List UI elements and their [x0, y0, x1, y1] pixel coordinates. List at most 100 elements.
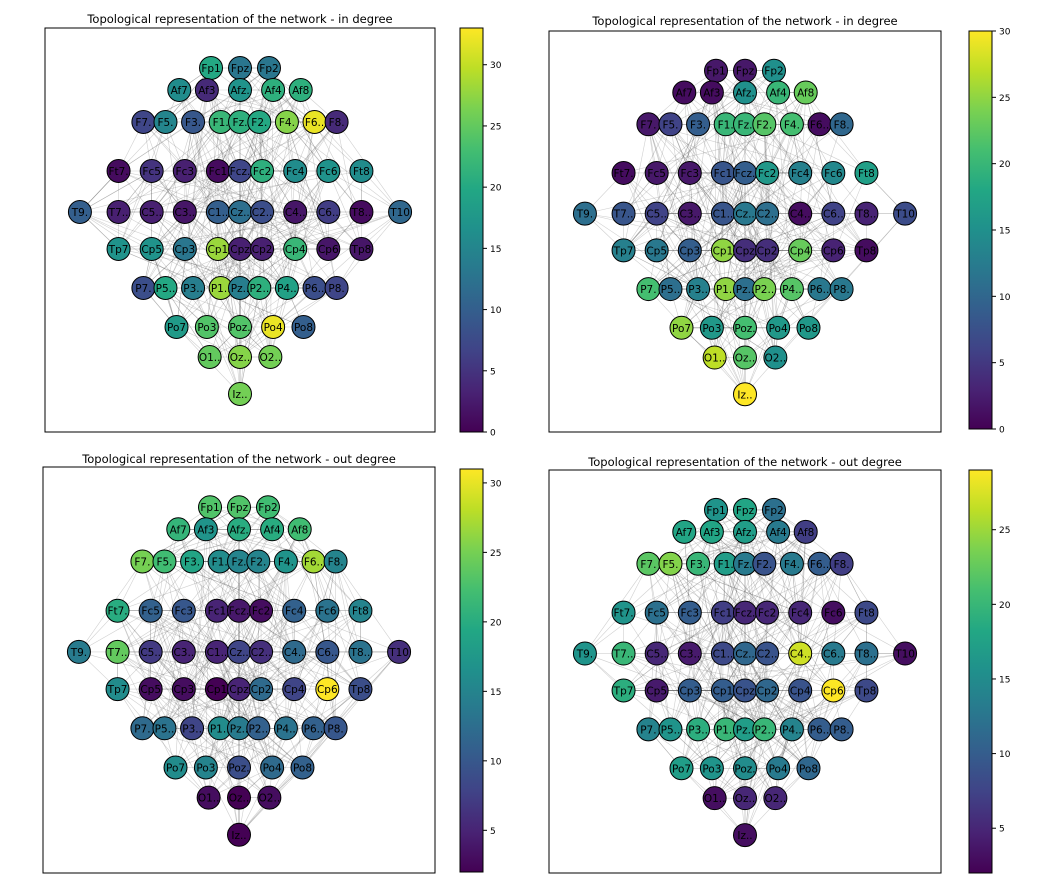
node-label: T10 — [894, 649, 915, 661]
colorbar-tick-label: 10 — [999, 293, 1011, 303]
node-label: T10 — [389, 207, 410, 219]
node-po4: Po4 — [260, 755, 285, 780]
node-circle — [763, 786, 788, 811]
node-circle — [246, 549, 271, 574]
edge — [117, 561, 193, 611]
node-label: Oz.. — [735, 793, 755, 805]
edge — [78, 610, 151, 653]
edge — [764, 124, 768, 251]
node-label: P7. — [640, 724, 656, 736]
edge — [689, 172, 699, 290]
node-circle — [752, 717, 777, 742]
node-pz: Pz.. — [733, 277, 757, 302]
node-t9: T9. — [66, 639, 91, 664]
node-circle — [250, 237, 275, 261]
node-label: F7. — [640, 119, 656, 131]
node-cp6: Cp6 — [821, 238, 846, 263]
edge — [164, 529, 240, 562]
edge — [239, 170, 329, 358]
node-p4: P4.. — [274, 276, 299, 300]
node-label: P4.. — [276, 723, 296, 735]
node-c4: C4.. — [283, 200, 308, 224]
edge — [150, 610, 336, 729]
node-circle — [686, 277, 711, 302]
node-circle — [153, 276, 178, 300]
edge — [239, 287, 260, 395]
edge — [648, 563, 724, 613]
node-label: Fp1 — [201, 63, 220, 75]
node-circle — [315, 598, 340, 623]
edge — [744, 531, 801, 654]
edge — [216, 689, 240, 835]
node-circle — [702, 786, 727, 811]
node-p5: P5.. — [152, 716, 177, 741]
node-c2: C2.. — [250, 200, 275, 224]
edge — [302, 651, 400, 768]
node-circle — [755, 678, 780, 703]
node-cpz: Cpz — [227, 677, 251, 702]
node-circle — [180, 549, 205, 574]
node-circle — [315, 677, 340, 702]
node-circle — [821, 641, 846, 666]
edge — [183, 507, 269, 690]
node-label: Fpz — [230, 502, 249, 514]
node-label: C3.. — [679, 209, 700, 221]
node-circle — [247, 276, 272, 300]
node-label: C6.. — [823, 649, 844, 661]
node-circle — [105, 598, 130, 623]
node-label: F6.. — [810, 559, 829, 571]
edge — [117, 651, 184, 690]
node-circle — [644, 201, 669, 226]
node-label: C3.. — [173, 647, 194, 659]
node-label: T9. — [576, 209, 593, 221]
edge — [286, 170, 296, 289]
node-circle — [658, 277, 683, 302]
node-label: Af8 — [797, 88, 814, 100]
edge — [584, 213, 699, 290]
node-cpz: Cpz — [733, 238, 757, 263]
node-cp3: Cp3 — [677, 678, 702, 703]
node-label: Ft7. — [108, 166, 128, 178]
node-p3: P3.. — [686, 717, 711, 742]
node-label: F8. — [328, 556, 344, 568]
edge — [711, 531, 793, 565]
node-p1: P1.. — [713, 717, 738, 742]
node-label: Iz.. — [232, 389, 247, 401]
edge — [648, 172, 801, 290]
node-label: Fz. — [233, 117, 248, 129]
node-label: P4.. — [782, 284, 802, 296]
node-circle — [153, 110, 178, 134]
node-label: P5.. — [661, 284, 681, 296]
edge — [238, 689, 270, 798]
node-cp4: Cp4 — [788, 238, 813, 263]
node-afz: Afz. — [228, 78, 252, 102]
node-circle — [228, 382, 252, 406]
edge — [670, 612, 746, 730]
edge — [744, 653, 809, 769]
node-circle — [677, 201, 702, 226]
node-cpz: Cpz — [228, 237, 252, 261]
node-label: Ft8 — [858, 168, 875, 180]
node-circle — [733, 823, 757, 848]
edge — [271, 651, 400, 768]
colorbar-tick-label: 30 — [490, 61, 502, 71]
node-label: Cp4 — [790, 245, 811, 257]
node-af7: Af7 — [167, 78, 192, 102]
node-circle — [829, 277, 854, 302]
node-label: F3. — [184, 556, 200, 568]
edge — [184, 121, 288, 172]
node-circle — [247, 110, 272, 134]
node-label: Afz. — [735, 527, 754, 539]
node-circle — [288, 78, 313, 102]
edge — [258, 561, 361, 690]
node-circle — [755, 238, 780, 263]
node-label: P8. — [327, 723, 343, 735]
edge — [764, 612, 768, 730]
node-circle — [611, 238, 636, 263]
node-circle — [821, 201, 846, 226]
node-f7: F7. — [131, 110, 156, 134]
edge — [819, 172, 867, 290]
edge — [623, 124, 649, 251]
node-f2: F2. — [752, 112, 777, 137]
